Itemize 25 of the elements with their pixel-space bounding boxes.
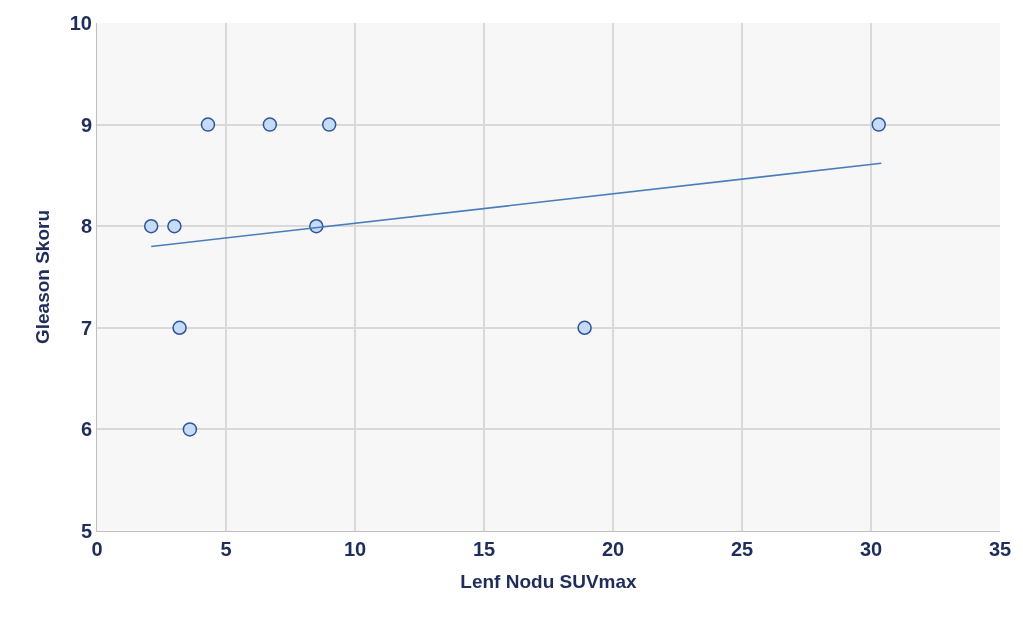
x-tick-label: 30 — [859, 538, 883, 560]
x-tick-label: 0 — [91, 538, 103, 560]
x-tick-label: 25 — [730, 538, 754, 560]
y-tick-label: 5 — [80, 520, 92, 542]
x-tick-label: 20 — [601, 538, 625, 560]
y-tick-label: 6 — [80, 418, 92, 441]
point — [321, 117, 337, 132]
y-tick-label: 10 — [69, 12, 92, 34]
y-tick-label: 8 — [80, 215, 92, 238]
point — [577, 320, 592, 336]
point — [172, 320, 187, 336]
x-tick-label: 10 — [343, 538, 367, 560]
point — [167, 218, 182, 234]
point — [143, 218, 159, 234]
x-tick-label: 5 — [220, 538, 232, 560]
point — [200, 117, 216, 132]
point — [871, 117, 886, 132]
point — [262, 117, 278, 132]
x-axis-title: Lenf Nodu SUVmax — [460, 570, 638, 592]
y-axis-title: Gleason Skoru — [31, 209, 53, 345]
y-tick-label: 9 — [80, 113, 92, 136]
y-tick-label: 7 — [80, 316, 92, 339]
point — [182, 422, 198, 437]
x-tick-label: 15 — [472, 538, 496, 560]
x-tick-label: 35 — [988, 538, 1012, 560]
